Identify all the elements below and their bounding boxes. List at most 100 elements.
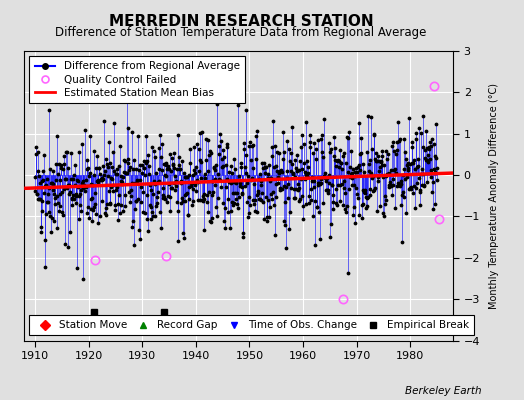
Point — [187, 180, 195, 186]
Point — [353, 191, 361, 197]
Point — [172, 166, 181, 173]
Point — [101, 205, 110, 211]
Point — [110, 168, 118, 174]
Point — [177, 178, 185, 184]
Point — [182, 190, 191, 196]
Point — [39, 168, 48, 174]
Point — [53, 132, 61, 139]
Point — [410, 166, 419, 172]
Point — [300, 176, 309, 182]
Point — [243, 199, 252, 205]
Point — [283, 138, 291, 144]
Point — [224, 209, 232, 216]
Point — [177, 180, 185, 186]
Point — [405, 115, 413, 122]
Point — [85, 215, 93, 221]
Point — [228, 199, 236, 206]
Point — [80, 184, 88, 190]
Point — [37, 198, 46, 204]
Point — [370, 131, 379, 137]
Point — [107, 184, 115, 190]
Point — [112, 166, 121, 172]
Point — [239, 234, 247, 240]
Point — [196, 130, 204, 136]
Point — [428, 136, 436, 142]
Point — [228, 189, 237, 196]
Point — [95, 164, 104, 171]
Point — [155, 178, 163, 184]
Point — [291, 195, 299, 201]
Point — [309, 213, 317, 220]
Point — [290, 156, 299, 163]
Point — [101, 210, 109, 216]
Point — [298, 132, 306, 139]
Point — [233, 190, 242, 196]
Point — [37, 224, 45, 230]
Point — [302, 172, 311, 178]
Point — [427, 143, 435, 149]
Point — [314, 136, 322, 143]
Point — [409, 190, 417, 196]
Point — [403, 167, 412, 174]
Point — [292, 164, 300, 171]
Point — [92, 211, 101, 217]
Point — [173, 198, 181, 205]
Point — [196, 159, 205, 165]
Point — [84, 204, 93, 210]
Point — [139, 158, 148, 164]
Point — [168, 155, 177, 161]
Point — [345, 128, 353, 135]
Point — [253, 192, 261, 198]
Point — [256, 196, 264, 202]
Point — [253, 208, 261, 215]
Point — [74, 183, 82, 190]
Point — [342, 209, 350, 215]
Point — [138, 161, 146, 168]
Point — [68, 195, 77, 202]
Point — [250, 197, 259, 203]
Point — [334, 158, 343, 164]
Point — [430, 141, 438, 147]
Point — [226, 180, 235, 186]
Point — [191, 163, 200, 170]
Point — [103, 201, 111, 208]
Point — [341, 205, 350, 212]
Point — [171, 172, 180, 179]
Point — [219, 162, 227, 169]
Point — [51, 160, 60, 167]
Point — [240, 140, 248, 146]
Point — [35, 196, 43, 202]
Point — [49, 180, 57, 187]
Point — [85, 170, 94, 176]
Point — [414, 156, 422, 162]
Point — [378, 162, 387, 168]
Point — [72, 191, 80, 198]
Point — [424, 146, 433, 152]
Point — [211, 166, 220, 173]
Point — [113, 184, 122, 190]
Point — [155, 165, 163, 172]
Point — [412, 184, 421, 191]
Point — [291, 174, 300, 180]
Point — [185, 146, 194, 152]
Point — [216, 138, 225, 144]
Point — [142, 133, 150, 139]
Point — [166, 151, 174, 157]
Point — [126, 187, 135, 193]
Point — [127, 180, 136, 186]
Point — [431, 153, 440, 159]
Point — [192, 140, 201, 147]
Point — [343, 270, 352, 276]
Point — [258, 165, 267, 172]
Point — [102, 212, 110, 218]
Point — [414, 125, 423, 131]
Point — [394, 180, 402, 186]
Point — [345, 164, 354, 170]
Point — [257, 197, 266, 204]
Point — [174, 153, 183, 160]
Point — [106, 201, 115, 207]
Point — [41, 237, 50, 243]
Point — [430, 166, 438, 172]
Point — [351, 172, 359, 179]
Point — [425, 139, 434, 145]
